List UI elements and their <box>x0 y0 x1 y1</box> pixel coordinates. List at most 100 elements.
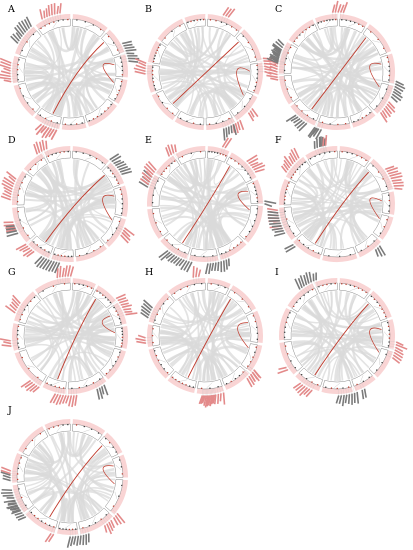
gene-marker <box>107 107 109 109</box>
gene-label-leader <box>149 181 156 185</box>
gene-label-leader <box>220 147 223 154</box>
gene-label-leader <box>193 277 195 285</box>
gene-marker <box>55 152 57 155</box>
gene-label-bar <box>47 260 55 272</box>
segment-tick <box>336 250 343 256</box>
outer-band-segment <box>175 146 206 159</box>
gene-marker <box>362 380 365 382</box>
gene-label-leader <box>10 340 18 341</box>
gene-label-leader <box>49 16 52 23</box>
gene-label-leader <box>221 254 224 261</box>
gene-marker <box>54 253 56 255</box>
grey-link <box>356 309 383 340</box>
gene-label-bar <box>305 272 310 284</box>
grey-link <box>61 27 83 51</box>
gene-label-leader <box>34 378 39 384</box>
gene-marker <box>115 451 117 453</box>
gene-label-bar <box>6 170 17 180</box>
gene-marker <box>121 198 123 200</box>
gene-label-bar <box>251 108 259 118</box>
segment-tick <box>111 226 113 234</box>
gene-label-bar <box>292 382 302 389</box>
gene-label-bar <box>383 107 391 118</box>
gene-marker <box>152 60 155 63</box>
gene-marker <box>48 23 51 25</box>
outer-band-segment <box>113 302 127 325</box>
gene-marker <box>330 387 333 389</box>
gene-label-leader <box>219 387 222 394</box>
gene-marker <box>163 170 165 172</box>
gene-marker <box>178 380 180 383</box>
outer-band-segment <box>95 285 116 304</box>
gene-marker <box>34 163 37 166</box>
gene-marker <box>179 25 181 27</box>
outer-band-segment <box>147 64 156 93</box>
gene-label-bar <box>14 26 23 38</box>
gene-label-leader <box>167 245 173 251</box>
chromosome-segment <box>18 295 41 324</box>
gene-marker <box>372 165 374 167</box>
gene-label-bar <box>117 296 127 302</box>
gene-marker <box>37 517 39 520</box>
gene-label-leader <box>119 314 126 318</box>
gene-marker <box>78 254 81 257</box>
chromosome-segment <box>177 111 205 126</box>
gene-label-leader <box>226 252 229 259</box>
outer-band-segment <box>75 244 107 262</box>
highlight-link <box>237 190 250 211</box>
gene-label-bar <box>12 33 20 42</box>
gene-label-bar <box>2 192 12 198</box>
gene-label-bar <box>19 245 29 252</box>
gene-label-leader <box>287 365 294 370</box>
chromosome-segment <box>197 379 223 390</box>
grey-link <box>75 432 90 457</box>
gene-label-leader <box>245 165 251 170</box>
gene-marker <box>234 377 237 380</box>
gene-label-bar <box>123 43 133 47</box>
segment-tick <box>85 157 93 160</box>
gene-marker <box>323 20 325 22</box>
gene-marker <box>171 162 173 165</box>
gene-marker <box>387 325 390 328</box>
gene-label-leader <box>279 218 287 221</box>
grey-link <box>163 53 216 117</box>
gene-label-leader <box>121 58 128 61</box>
gene-marker <box>78 283 80 286</box>
gene-marker <box>168 165 170 167</box>
gene-label-leader <box>149 182 156 185</box>
gene-label-bar <box>100 386 105 395</box>
gene-marker <box>107 239 109 241</box>
gene-marker <box>174 160 176 162</box>
gene-marker <box>317 252 320 254</box>
gene-label-leader <box>294 161 300 167</box>
gene-label-leader <box>350 387 353 394</box>
gene-marker <box>368 376 370 379</box>
gene-marker <box>157 359 160 361</box>
gene-label-leader <box>51 122 54 129</box>
outer-band-segment <box>224 370 250 390</box>
grey-link <box>348 294 379 324</box>
gene-label-bar <box>103 525 108 533</box>
highlight-link <box>45 174 105 243</box>
gene-label-leader <box>257 60 264 63</box>
gene-marker <box>24 176 26 178</box>
chromosome-segment <box>298 367 323 387</box>
gene-label-bar <box>344 394 348 404</box>
gene-marker <box>360 249 362 252</box>
gene-label-leader <box>148 184 155 187</box>
gene-label-bar <box>66 536 72 548</box>
grey-link <box>170 173 198 248</box>
gene-label-leader <box>319 147 322 154</box>
gene-label-leader <box>298 158 304 164</box>
chromosome-segment <box>151 325 161 347</box>
gene-label-bar <box>311 127 319 135</box>
gene-label-bar <box>227 8 236 18</box>
gene-label-leader <box>153 174 159 178</box>
gene-marker <box>245 235 247 238</box>
gene-marker <box>285 57 288 60</box>
gene-label-leader <box>300 377 305 384</box>
grey-link <box>295 31 325 61</box>
gene-label-bar <box>264 203 273 208</box>
gene-marker <box>342 387 344 389</box>
